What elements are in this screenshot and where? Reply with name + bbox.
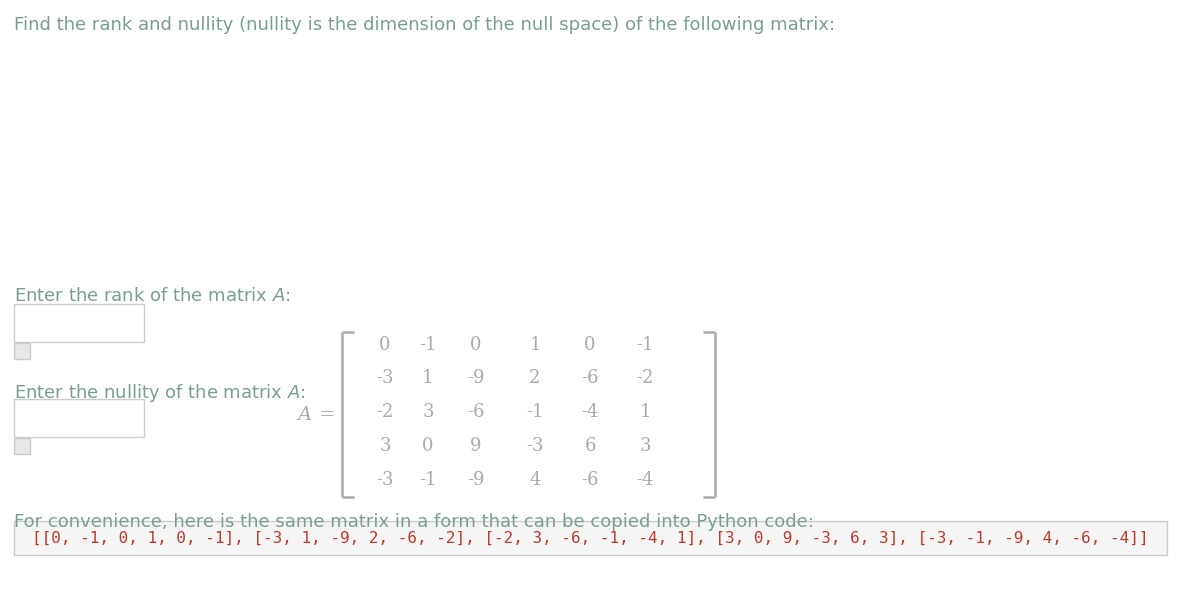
FancyBboxPatch shape xyxy=(14,521,1167,555)
Text: [[0, -1, 0, 1, 0, -1], [-3, 1, -9, 2, -6, -2], [-2, 3, -6, -1, -4, 1], [3, 0, 9,: [[0, -1, 0, 1, 0, -1], [-3, 1, -9, 2, -6… xyxy=(32,531,1148,546)
Text: 3: 3 xyxy=(379,437,391,455)
Text: 0: 0 xyxy=(470,336,482,354)
Text: -1: -1 xyxy=(527,403,543,421)
Text: -1: -1 xyxy=(419,336,437,354)
FancyBboxPatch shape xyxy=(14,304,144,342)
Text: 9: 9 xyxy=(470,437,482,455)
Text: -9: -9 xyxy=(468,369,484,387)
Text: -6: -6 xyxy=(581,471,599,489)
Text: 3: 3 xyxy=(639,437,651,455)
FancyBboxPatch shape xyxy=(14,343,30,359)
Text: 0: 0 xyxy=(379,336,391,354)
Text: Enter the rank of the matrix $A$:: Enter the rank of the matrix $A$: xyxy=(14,287,291,305)
Text: -4: -4 xyxy=(637,471,654,489)
Text: -1: -1 xyxy=(637,336,654,354)
Text: 1: 1 xyxy=(529,336,541,354)
Text: 1: 1 xyxy=(639,403,651,421)
Text: $A\,=$: $A\,=$ xyxy=(296,405,335,424)
Text: -1: -1 xyxy=(419,471,437,489)
Text: 0: 0 xyxy=(585,336,595,354)
Text: For convenience, here is the same matrix in a form that can be copied into Pytho: For convenience, here is the same matrix… xyxy=(14,513,814,531)
Text: -3: -3 xyxy=(527,437,543,455)
Text: Find the rank and nullity (nullity is the dimension of the null space) of the fo: Find the rank and nullity (nullity is th… xyxy=(14,16,835,34)
Text: 3: 3 xyxy=(423,403,433,421)
Text: 1: 1 xyxy=(423,369,433,387)
FancyBboxPatch shape xyxy=(14,438,30,454)
Text: 4: 4 xyxy=(529,471,541,489)
Text: -6: -6 xyxy=(581,369,599,387)
Text: 6: 6 xyxy=(585,437,595,455)
Text: -4: -4 xyxy=(581,403,599,421)
Text: 2: 2 xyxy=(529,369,541,387)
Text: -2: -2 xyxy=(637,369,654,387)
Text: -3: -3 xyxy=(377,369,393,387)
Text: Enter the nullity of the matrix $A$:: Enter the nullity of the matrix $A$: xyxy=(14,382,306,404)
Text: -2: -2 xyxy=(377,403,393,421)
Text: -6: -6 xyxy=(468,403,484,421)
Text: -3: -3 xyxy=(377,471,393,489)
Text: -9: -9 xyxy=(468,471,484,489)
FancyBboxPatch shape xyxy=(14,399,144,437)
Text: 0: 0 xyxy=(423,437,433,455)
